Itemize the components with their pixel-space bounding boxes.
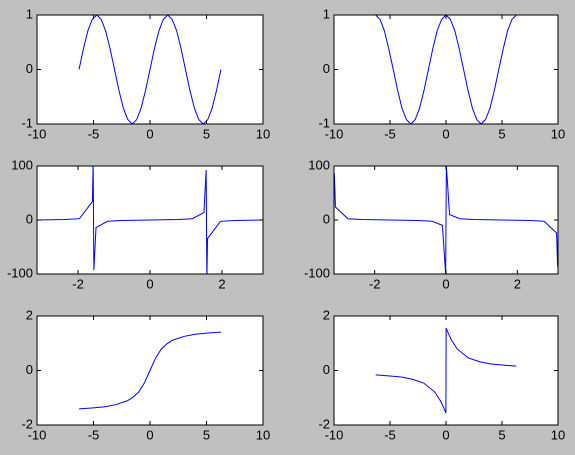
y-tick-label: 0 — [323, 211, 330, 226]
x-tick-label: 10 — [256, 427, 270, 442]
subplot: -10 -5 0 5 10 -2 0 2 — [21, 307, 270, 442]
x-tick-label: -10 — [325, 126, 344, 141]
y-tick-label: 0 — [323, 362, 330, 377]
x-tick-label: 0 — [442, 126, 449, 141]
y-tick-label: 2 — [26, 307, 33, 322]
x-tick-label: 0 — [442, 427, 449, 442]
x-tick-label: 2 — [514, 276, 521, 291]
x-tick-label: -5 — [88, 427, 100, 442]
y-tick-label: -2 — [21, 416, 33, 431]
y-tick-label: 0 — [323, 61, 330, 76]
x-tick-label: 0 — [146, 126, 153, 141]
x-tick-label: 0 — [442, 276, 449, 291]
data-line — [375, 15, 517, 124]
y-tick-label: 2 — [323, 307, 330, 322]
x-tick-label: 10 — [551, 427, 565, 442]
y-tick-label: 0 — [26, 211, 33, 226]
x-tick-label: 10 — [551, 126, 565, 141]
x-tick-label: -5 — [384, 126, 396, 141]
x-tick-label: 2 — [218, 276, 225, 291]
x-tick-label: 10 — [256, 126, 270, 141]
x-tick-label: 0 — [146, 276, 153, 291]
x-tick-label: -10 — [28, 427, 47, 442]
data-line — [78, 331, 222, 410]
y-tick-label: -1 — [318, 115, 330, 130]
subplot: -2 0 2 -100 0 100 — [304, 157, 559, 291]
x-tick-label: -10 — [325, 427, 344, 442]
x-tick-label: -5 — [384, 427, 396, 442]
y-tick-label: 0 — [26, 362, 33, 377]
y-tick-label: -1 — [21, 115, 33, 130]
x-tick-label: -2 — [72, 276, 84, 291]
x-tick-label: -5 — [88, 126, 100, 141]
x-tick-label: 0 — [146, 427, 153, 442]
subplot: -10 -5 0 5 10-101 — [21, 6, 270, 141]
x-tick-label: 5 — [498, 427, 505, 442]
x-tick-label: -2 — [369, 276, 381, 291]
y-tick-label: 1 — [323, 6, 330, 21]
x-tick-label: 5 — [203, 427, 210, 442]
y-tick-label: -100 — [304, 265, 330, 280]
y-tick-label: 100 — [308, 157, 330, 172]
subplot: -10 -5 0 5 10-101 — [318, 6, 565, 141]
subplot: -10 -5 0 5 10 -2 0 2 — [318, 307, 565, 442]
plot-area — [334, 15, 558, 124]
y-tick-label: 100 — [11, 157, 33, 172]
subplot: -2 0 2 -100 0 100 — [7, 157, 264, 291]
data-line — [375, 327, 517, 414]
y-tick-label: 1 — [26, 6, 33, 21]
y-tick-label: -2 — [318, 416, 330, 431]
data-line — [78, 15, 222, 124]
y-tick-label: 0 — [26, 61, 33, 76]
x-tick-label: -10 — [28, 126, 47, 141]
data-line — [37, 166, 263, 274]
x-tick-label: 5 — [498, 126, 505, 141]
y-tick-label: -100 — [7, 265, 33, 280]
data-line — [334, 166, 558, 274]
x-tick-label: 5 — [203, 126, 210, 141]
